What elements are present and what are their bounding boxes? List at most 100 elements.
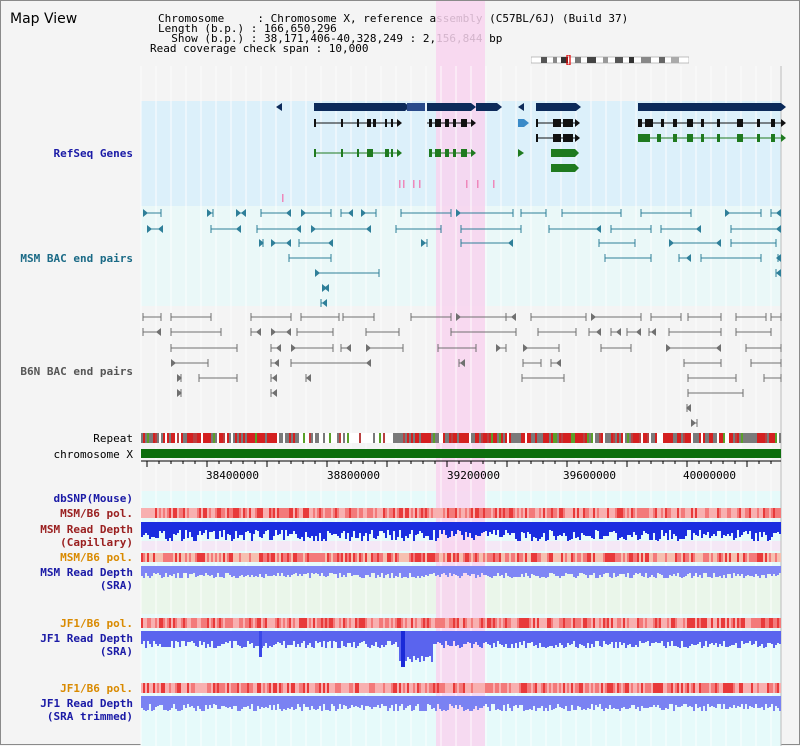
depth-bar	[229, 696, 231, 707]
depth-bar	[553, 566, 555, 574]
polymorphism-cell	[451, 553, 453, 562]
repeat-segment	[147, 433, 149, 443]
depth-bar	[143, 696, 145, 710]
polymorphism-cell	[237, 618, 239, 628]
track-label-msm-b6-pol-2[interactable]: MSM/B6 pol.	[60, 551, 133, 564]
track-label-msm-depth-capillary[interactable]: MSM Read Depth	[40, 523, 133, 536]
depth-bar	[187, 696, 189, 704]
repeat-segment	[361, 433, 363, 443]
repeat-segment	[637, 433, 639, 443]
polymorphism-cell	[657, 553, 659, 562]
polymorphism-cell	[533, 553, 535, 562]
track-label-msm-bac[interactable]: MSM BAC end pairs	[20, 252, 133, 265]
repeat-segment	[353, 433, 355, 443]
track-label-repeat[interactable]: Repeat	[93, 432, 133, 445]
depth-bar	[653, 631, 655, 643]
polymorphism-cell	[295, 553, 297, 562]
depth-bar	[489, 696, 491, 711]
polymorphism-cell	[249, 618, 251, 628]
polymorphism-cell	[459, 553, 461, 562]
depth-bar	[341, 566, 343, 577]
track-label-refseq[interactable]: RefSeq Genes	[53, 147, 133, 160]
depth-bar	[381, 566, 383, 573]
polymorphism-cell	[355, 683, 357, 693]
polymorphism-cell	[169, 618, 171, 628]
polymorphism-cell	[769, 618, 771, 628]
depth-bar	[497, 631, 499, 641]
polymorphism-cell	[419, 683, 421, 693]
track-label-msm-depth-sra[interactable]: MSM Read Depth	[40, 566, 133, 579]
polymorphism-cell	[149, 683, 151, 693]
polymorphism-cell	[235, 508, 237, 518]
polymorphism-cell	[271, 618, 273, 628]
depth-bar	[295, 566, 297, 573]
depth-bar	[729, 696, 731, 707]
depth-bar	[279, 566, 281, 576]
polymorphism-cell	[775, 618, 777, 628]
track-label-jf1-depth-trimmed[interactable]: JF1 Read Depth	[40, 697, 133, 710]
depth-bar	[695, 566, 697, 573]
polymorphism-cell	[345, 618, 347, 628]
polymorphism-cell	[577, 553, 579, 562]
depth-bar	[727, 566, 729, 574]
polymorphism-cell	[253, 508, 255, 518]
polymorphism-cell	[745, 683, 747, 693]
depth-bar	[535, 696, 537, 711]
polymorphism-cell	[581, 508, 583, 518]
depth-bar	[151, 631, 153, 647]
track-label-dbsnp[interactable]: dbSNP(Mouse)	[53, 492, 133, 505]
polymorphism-cell	[457, 618, 459, 628]
depth-bar	[329, 696, 331, 711]
polymorphism-cell	[141, 553, 143, 562]
polymorphism-cell	[605, 618, 607, 628]
exon	[771, 119, 775, 127]
depth-bar	[463, 566, 465, 573]
track-label-jf1-b6-pol-1[interactable]: JF1/B6 pol.	[60, 617, 133, 630]
depth-bar	[327, 566, 329, 576]
polymorphism-cell	[221, 618, 223, 628]
polymorphism-cell	[435, 553, 437, 562]
polymorphism-cell	[717, 508, 719, 518]
polymorphism-cell	[703, 683, 705, 693]
track-label-msm-b6-pol-1[interactable]: MSM/B6 pol.	[60, 507, 133, 520]
track-label-jf1-depth-sra[interactable]: JF1 Read Depth	[40, 632, 133, 645]
track-label-jf1-b6-pol-2[interactable]: JF1/B6 pol.	[60, 682, 133, 695]
polymorphism-cell	[179, 508, 181, 518]
chromosome-ideogram[interactable]	[531, 55, 689, 65]
depth-bar	[505, 696, 507, 711]
polymorphism-cell	[623, 618, 625, 628]
exon	[701, 134, 704, 142]
polymorphism-cell	[429, 553, 431, 562]
polymorphism-cell	[449, 508, 451, 518]
depth-bar	[253, 631, 255, 648]
polymorphism-cell	[145, 683, 147, 693]
depth-bar	[361, 566, 363, 578]
gene-body	[638, 103, 781, 111]
polymorphism-cell	[209, 553, 211, 562]
polymorphism-cell	[353, 683, 355, 693]
depth-bar	[599, 522, 601, 539]
track-label-chromosome[interactable]: chromosome X	[53, 448, 133, 461]
track-label-b6n-bac[interactable]: B6N BAC end pairs	[20, 365, 133, 378]
repeat-segment	[693, 433, 695, 443]
repeat-segment	[225, 433, 227, 443]
polymorphism-cell	[699, 618, 701, 628]
depth-bar	[479, 566, 481, 577]
polymorphism-cell	[755, 508, 757, 518]
polymorphism-cell	[533, 618, 535, 628]
depth-bar	[693, 566, 695, 576]
depth-bar	[279, 522, 281, 534]
depth-bar	[651, 631, 653, 643]
polymorphism-cell	[335, 683, 337, 693]
polymorphism-cell	[315, 683, 317, 693]
polymorphism-cell	[683, 618, 685, 628]
depth-bar	[251, 566, 253, 575]
polymorphism-cell	[171, 683, 173, 693]
polymorphism-cell	[399, 508, 401, 518]
depth-bar	[205, 631, 207, 648]
polymorphism-cell	[503, 508, 505, 518]
polymorphism-cell	[553, 553, 555, 562]
depth-bar	[369, 566, 371, 577]
depth-bar	[701, 566, 703, 578]
